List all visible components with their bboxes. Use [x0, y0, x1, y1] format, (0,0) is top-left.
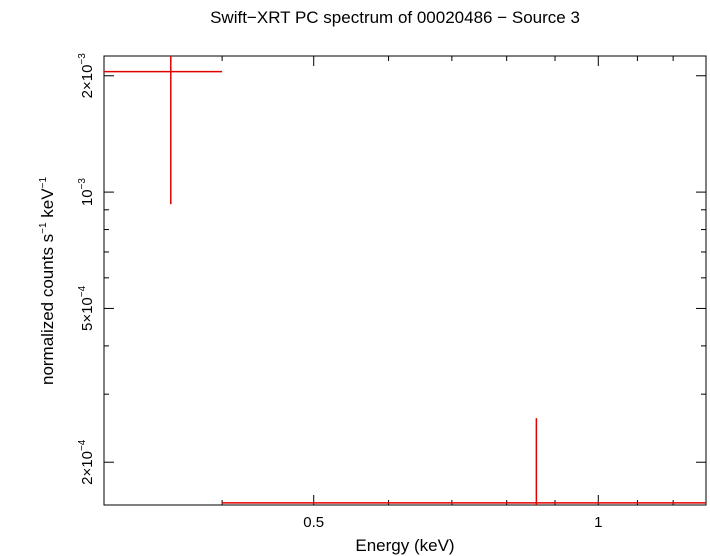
- x-tick-label: 1: [594, 514, 602, 531]
- y-tick-label: 2×10−3: [77, 53, 96, 99]
- axis-ticks: [103, 56, 707, 505]
- tick-labels: 0.5 1 2×10−4 5×10−4 10−3 2×10−3: [77, 53, 602, 531]
- plot-frame: [103, 55, 707, 506]
- chart-title: Swift−XRT PC spectrum of 00020486 − Sour…: [210, 8, 580, 27]
- y-tick-label: 5×10−4: [77, 285, 96, 331]
- y-tick-label: 2×10−4: [77, 439, 96, 485]
- data-points: [104, 56, 706, 505]
- x-axis-label: Energy (keV): [355, 536, 454, 555]
- x-tick-label: 0.5: [303, 514, 324, 531]
- y-tick-label: 10−3: [77, 178, 96, 207]
- y-axis-label: normalized counts s−1 keV−1: [38, 177, 57, 385]
